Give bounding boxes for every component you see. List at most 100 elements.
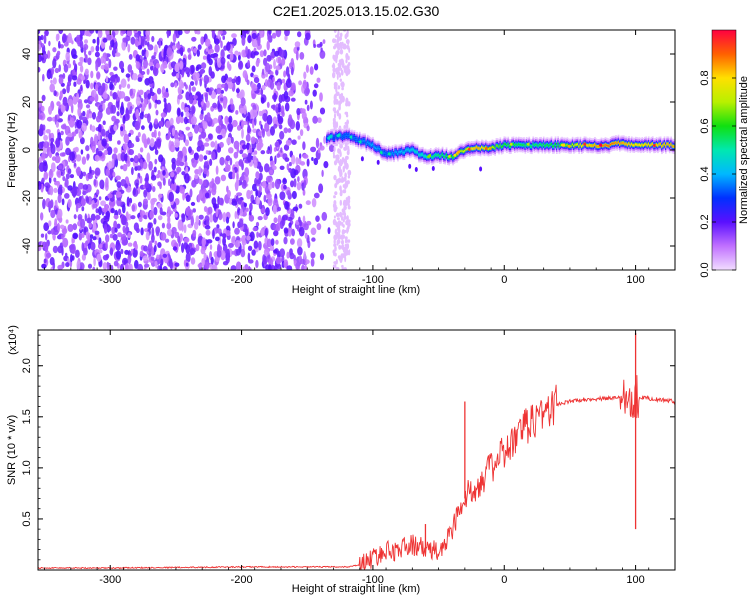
- noise-speckle: [103, 57, 107, 64]
- noise-speckle: [193, 95, 198, 100]
- noise-speckle: [233, 151, 239, 159]
- noise-speckle: [311, 198, 317, 208]
- noise-speckle: [134, 155, 138, 162]
- noise-fringe: [337, 85, 341, 90]
- signal-band-cell: [668, 144, 671, 147]
- noise-speckle: [319, 107, 326, 115]
- signal-band-cell: [393, 153, 395, 156]
- noise-speckle: [185, 67, 190, 75]
- signal-band-cell: [644, 143, 646, 146]
- noise-speckle: [231, 198, 237, 203]
- noise-speckle: [115, 191, 121, 198]
- noise-speckle: [306, 125, 310, 132]
- noise-speckle: [181, 81, 185, 89]
- noise-speckle: [278, 94, 283, 104]
- noise-speckle: [59, 184, 63, 190]
- signal-band-cell: [542, 143, 545, 145]
- noise-speckle: [88, 50, 92, 56]
- noise-speckle: [140, 227, 144, 236]
- signal-band-cell: [399, 151, 402, 153]
- noise-speckle: [92, 236, 97, 241]
- noise-speckle: [121, 40, 127, 51]
- noise-speckle: [50, 143, 56, 155]
- noise-speckle: [142, 161, 148, 170]
- signal-band-cell: [478, 147, 481, 150]
- snr-x-tick-label: 0: [501, 574, 507, 586]
- noise-speckle: [166, 47, 173, 57]
- noise-speckle: [85, 54, 88, 63]
- signal-band-cell: [374, 147, 377, 149]
- noise-speckle: [234, 50, 239, 56]
- noise-speckle: [94, 51, 100, 58]
- noise-speckle: [180, 111, 184, 118]
- signal-band-cell: [408, 149, 411, 152]
- noise-speckle: [43, 222, 50, 232]
- signal-band-cell: [437, 154, 440, 156]
- noise-speckle: [195, 215, 200, 226]
- noise-speckle: [245, 207, 249, 212]
- noise-speckle: [48, 132, 52, 141]
- noise-speckle: [96, 253, 102, 262]
- noise-speckle: [270, 238, 275, 247]
- signal-band-cell: [540, 143, 542, 146]
- noise-speckle: [258, 165, 264, 173]
- noise-speckle: [137, 45, 143, 50]
- noise-speckle: [40, 233, 45, 238]
- noise-speckle: [279, 49, 286, 58]
- noise-speckle: [123, 133, 130, 144]
- noise-speckle: [303, 265, 308, 270]
- noise-fringe: [333, 174, 337, 181]
- noise-speckle: [41, 94, 46, 102]
- noise-fringe: [344, 236, 348, 240]
- noise-speckle: [172, 45, 177, 50]
- signal-band-cell: [452, 156, 454, 159]
- noise-speckle: [149, 122, 153, 132]
- signal-band-cell: [619, 143, 621, 145]
- noise-speckle: [231, 33, 237, 39]
- noise-speckle: [146, 68, 150, 75]
- noise-speckle: [84, 213, 88, 222]
- noise-speckle: [221, 83, 226, 89]
- noise-fringe: [339, 78, 342, 82]
- noise-speckle: [205, 47, 209, 52]
- noise-fringe: [332, 154, 336, 159]
- noise-speckle: [95, 115, 102, 123]
- noise-fringe: [343, 199, 347, 206]
- noise-speckle: [113, 147, 118, 154]
- noise-speckle: [38, 162, 45, 173]
- noise-fringe: [337, 46, 341, 51]
- noise-speckle: [124, 183, 128, 189]
- noise-speckle: [244, 264, 249, 270]
- noise-speckle: [270, 126, 275, 136]
- noise-speckle: [55, 121, 60, 128]
- noise-speckle: [155, 109, 159, 116]
- noise-speckle: [215, 165, 219, 175]
- noise-speckle: [244, 209, 247, 216]
- signal-band-cell: [646, 144, 649, 147]
- noise-speckle: [148, 222, 153, 229]
- noise-speckle: [295, 262, 300, 270]
- noise-speckle: [63, 42, 69, 47]
- noise-speckle: [211, 151, 216, 161]
- noise-speckle: [286, 251, 290, 259]
- signal-band-cell: [670, 143, 672, 145]
- noise-speckle: [239, 149, 244, 155]
- noise-speckle: [249, 231, 255, 242]
- noise-speckle: [299, 153, 302, 159]
- signal-band-cell: [620, 142, 623, 144]
- noise-speckle: [116, 223, 121, 229]
- noise-speckle: [113, 214, 119, 220]
- noise-fringe: [338, 165, 341, 170]
- noise-speckle: [132, 88, 136, 94]
- noise-speckle: [129, 88, 133, 96]
- noise-speckle: [244, 167, 250, 177]
- noise-speckle: [317, 147, 321, 154]
- signal-band-cell: [533, 144, 536, 147]
- noise-speckle: [242, 30, 249, 34]
- noise-speckle: [112, 91, 118, 100]
- noise-speckle: [261, 68, 265, 76]
- noise-speckle: [96, 71, 101, 80]
- noise-speckle: [43, 141, 50, 149]
- noise-speckle: [102, 37, 108, 43]
- signal-band-cell: [433, 154, 436, 157]
